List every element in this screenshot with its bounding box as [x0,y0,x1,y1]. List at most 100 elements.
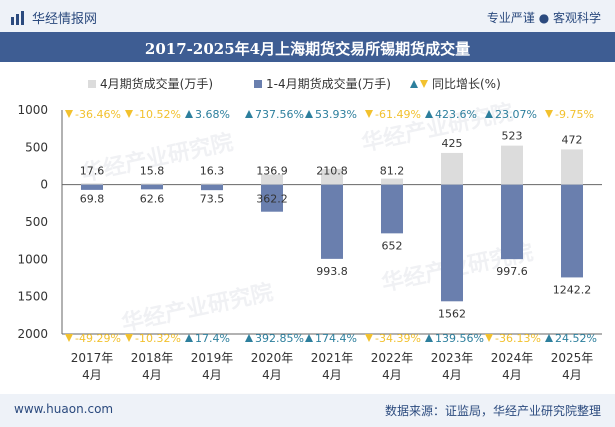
data-label-april: 425 [442,137,463,150]
chart: 4月期货成交量(万手) 1-4月期货成交量(万手) 同比增长(%) 1000 500 0 5… [17,76,602,382]
bar-april [81,183,103,185]
growth-ytd-label: -10.32% [135,332,181,345]
x-tick-label-year: 2019年 [191,351,234,365]
growth-up-arrow-icon [245,334,253,342]
y-tick-label: 1000 [17,252,48,266]
growth-up-arrow-icon [425,110,433,118]
legend-label-2: 1-4月期货成交量(万手) [266,76,391,91]
bar-ytd [561,184,583,278]
x-tick-label-year: 2022年 [371,351,414,365]
x-tick-label-month: 4月 [322,368,342,382]
growth-down-arrow-icon [365,334,373,342]
growth-up-arrow-icon [245,110,253,118]
data-label-ytd: 73.5 [200,193,225,206]
y-tick-label: 500 [25,215,48,229]
y-tick-label: 1000 [17,103,48,117]
growth-up-arrow-icon [305,334,313,342]
chart-title: 2017-2025年4月上海期货交易所锡期货成交量 [144,40,471,58]
bar-april [261,174,283,185]
bar-ytd [261,184,283,212]
bar-ytd [501,184,523,260]
data-label-april: 210.8 [316,165,348,178]
growth-ytd-label: -34.39% [375,332,421,345]
growth-april-label: -61.49% [375,108,421,121]
growth-up-arrow-icon [545,334,553,342]
legend-swatch-1 [88,80,96,88]
legend-swatch-2 [254,80,262,88]
x-tick-label-year: 2018年 [131,351,174,365]
x-tick-label-year: 2021年 [311,351,354,365]
growth-down-arrow-icon [65,110,73,118]
growth-april-label: 53.93% [315,108,357,121]
growth-down-arrow-icon [125,110,133,118]
x-tick-label-month: 4月 [562,368,582,382]
bar-april [141,183,163,185]
y-tick-label: 0 [40,178,48,192]
bar-april [321,168,343,185]
title-bar [0,32,615,62]
footer-bar [0,394,615,427]
growth-ytd-label: 392.85% [255,332,304,345]
growth-april-label: -10.52% [135,108,181,121]
data-label-ytd: 993.8 [316,265,348,278]
x-tick-label-year: 2017年 [71,351,114,365]
data-label-ytd: 1562 [438,307,466,320]
bar-ytd [321,184,343,259]
growth-down-arrow-icon [485,334,493,342]
legend-down-arrow-icon [420,80,428,88]
slogan: 专业严谨 ● 客观科学 [486,11,601,25]
x-tick-label-year: 2025年 [551,351,594,365]
bar-april [441,152,463,185]
data-label-april: 136.9 [256,165,288,178]
bar-april [381,178,403,185]
bar-april [561,149,583,185]
bar-chart-logo-icon [11,10,24,25]
bar-ytd [141,184,163,190]
x-tick-label-month: 4月 [82,368,102,382]
x-tick-label-month: 4月 [442,368,462,382]
x-tick-label-month: 4月 [142,368,162,382]
legend-label-1: 4月期货成交量(万手) [100,76,213,91]
bar-april [201,183,223,185]
legend-label-growth: 同比增长(%) [432,77,501,91]
data-label-ytd: 997.6 [496,265,528,278]
growth-april-label: 3.68% [195,108,230,121]
x-tick-label-month: 4月 [262,368,282,382]
data-label-ytd: 362.2 [256,193,288,206]
x-tick-label-month: 4月 [502,368,522,382]
data-label-april: 523 [502,130,523,143]
y-tick-label: 500 [25,140,48,154]
data-label-april: 16.3 [200,165,225,178]
data-label-ytd: 652 [382,239,403,252]
x-tick-label-year: 2023年 [431,351,474,365]
growth-april-label: -36.46% [75,108,121,121]
legend-up-arrow-icon [410,80,418,88]
bar-ytd [441,184,463,302]
bar-ytd [81,184,103,190]
top-bar [0,0,615,32]
growth-ytd-label: 24.52% [555,332,597,345]
growth-ytd-label: 139.56% [435,332,484,345]
growth-ytd-label: 174.4% [315,332,357,345]
data-label-ytd: 69.8 [80,193,105,206]
growth-up-arrow-icon [425,334,433,342]
growth-down-arrow-icon [545,110,553,118]
growth-ytd-label: -49.29% [75,332,121,345]
bar-april [501,145,523,185]
bar-ytd [381,184,403,234]
growth-up-arrow-icon [185,334,193,342]
x-tick-label-month: 4月 [382,368,402,382]
y-tick-label: 2000 [17,327,48,341]
growth-april-label: 737.56% [255,108,304,121]
y-tick-label: 1500 [17,290,48,304]
brand: 华经情报网 [10,8,97,27]
data-label-ytd: 62.6 [140,193,165,206]
growth-up-arrow-icon [485,110,493,118]
growth-down-arrow-icon [365,110,373,118]
x-tick-label-year: 2024年 [491,351,534,365]
data-label-april: 81.2 [380,165,405,178]
growth-ytd-label: 17.4% [195,332,230,345]
growth-april-label: -9.75% [555,108,594,121]
footer-url[interactable]: www.huaon.com [14,402,114,416]
x-tick-label-year: 2020年 [251,351,294,365]
